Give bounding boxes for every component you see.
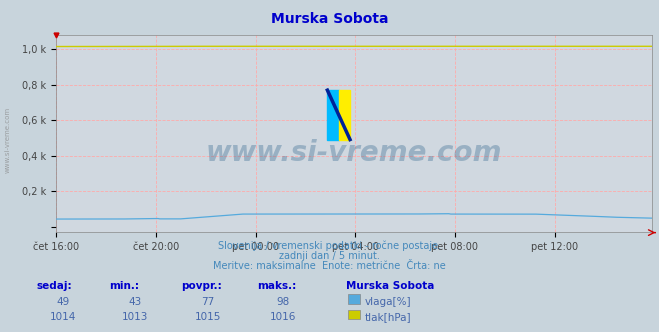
- Text: www.si-vreme.com: www.si-vreme.com: [206, 139, 502, 167]
- Text: 1016: 1016: [270, 312, 297, 322]
- Text: 49: 49: [56, 297, 69, 307]
- Text: Murska Sobota: Murska Sobota: [271, 12, 388, 26]
- Bar: [339, 90, 350, 139]
- Text: 1013: 1013: [122, 312, 148, 322]
- Text: 1015: 1015: [194, 312, 221, 322]
- Text: povpr.:: povpr.:: [181, 281, 222, 290]
- Text: 98: 98: [277, 297, 290, 307]
- Bar: [328, 90, 339, 139]
- Text: www.si-vreme.com: www.si-vreme.com: [5, 106, 11, 173]
- Text: Slovenija / vremenski podatki - ročne postaje.: Slovenija / vremenski podatki - ročne po…: [218, 241, 441, 251]
- Text: Murska Sobota: Murska Sobota: [346, 281, 434, 290]
- Text: min.:: min.:: [109, 281, 139, 290]
- Text: zadnji dan / 5 minut.: zadnji dan / 5 minut.: [279, 251, 380, 261]
- Text: 1014: 1014: [49, 312, 76, 322]
- Text: vlaga[%]: vlaga[%]: [365, 297, 412, 307]
- Text: tlak[hPa]: tlak[hPa]: [365, 312, 412, 322]
- Text: Meritve: maksimalne  Enote: metrične  Črta: ne: Meritve: maksimalne Enote: metrične Črta…: [213, 261, 446, 271]
- Text: 77: 77: [201, 297, 214, 307]
- Text: sedaj:: sedaj:: [36, 281, 72, 290]
- Text: maks.:: maks.:: [257, 281, 297, 290]
- Text: 43: 43: [129, 297, 142, 307]
